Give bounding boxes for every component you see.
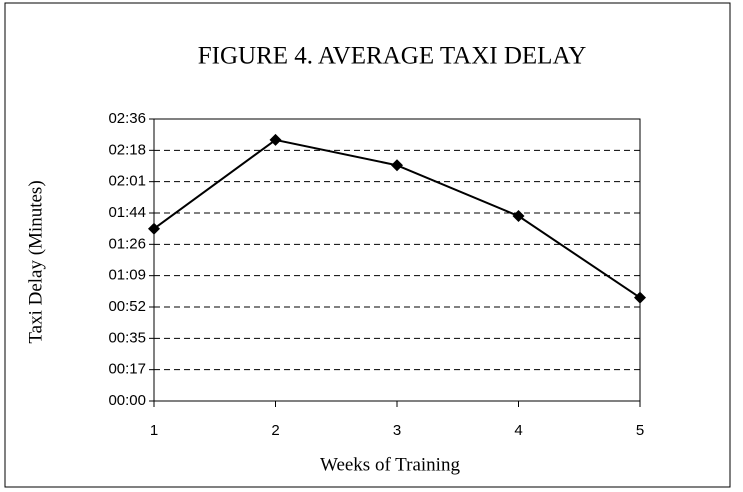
marker (148, 222, 160, 235)
y-tick-label: 00:00 (108, 392, 146, 409)
chart-title: FIGURE 4. AVERAGE TAXI DELAY (198, 43, 587, 70)
y-tick-label: 02:18 (108, 141, 146, 158)
y-tick-label: 01:09 (108, 267, 146, 284)
x-tick-label: 2 (271, 422, 279, 439)
marker (634, 291, 646, 304)
x-tick-label: 5 (636, 422, 644, 439)
y-tick-label: 00:52 (108, 298, 146, 315)
y-axis-label: Taxi Delay (Minutes) (25, 180, 46, 343)
marker (391, 159, 403, 172)
x-tick-label: 1 (150, 422, 158, 439)
x-tick-label: 3 (393, 422, 401, 439)
marker (269, 133, 282, 146)
marker (512, 210, 525, 223)
y-tick-label: 00:35 (108, 329, 146, 346)
y-tick-label: 01:26 (108, 235, 146, 252)
x-tick-label: 4 (514, 422, 522, 439)
y-tick-label: 02:01 (108, 173, 146, 190)
frame (4, 2, 731, 488)
y-tick-label: 02:36 (108, 110, 146, 127)
x-axis-label: Weeks of Training (320, 454, 460, 475)
y-tick-label: 01:44 (108, 204, 146, 221)
y-tick-label: 00:17 (108, 361, 146, 378)
